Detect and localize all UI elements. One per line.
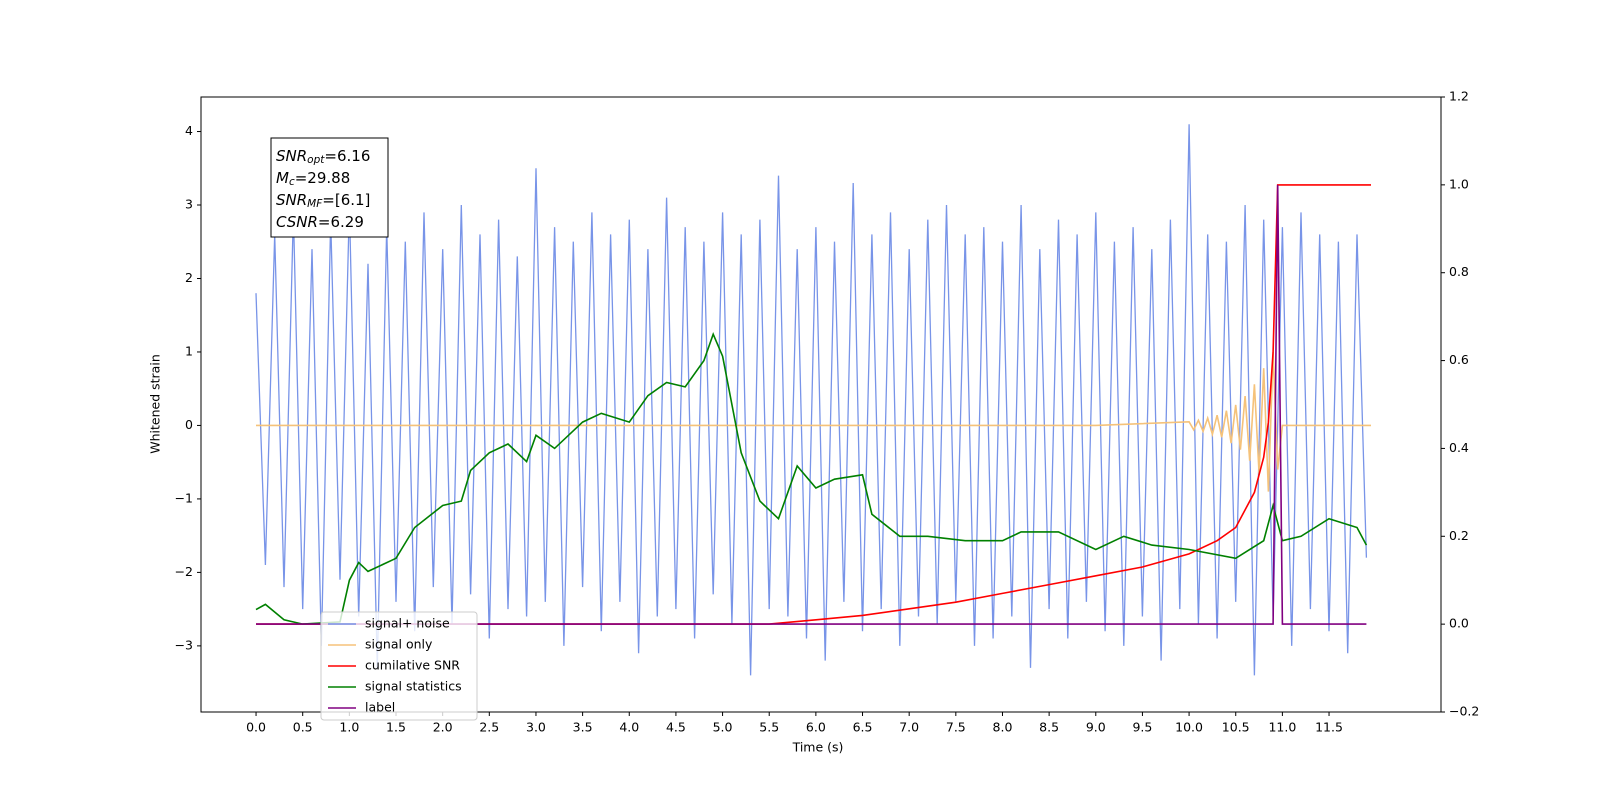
annotation-main: M — [276, 169, 289, 187]
y-tick-label: 0 — [185, 417, 193, 432]
x-tick-label: 0.5 — [293, 720, 313, 735]
series-line — [256, 184, 1371, 625]
annotation-sub: opt — [307, 154, 325, 166]
x-tick-label: 11.5 — [1315, 720, 1343, 735]
legend-label: cumilative SNR — [365, 658, 460, 673]
x-tick-label: 10.0 — [1175, 720, 1203, 735]
x-tick-label: 6.5 — [853, 720, 873, 735]
y2-tick-label: 0.0 — [1449, 616, 1469, 631]
legend-label: label — [365, 700, 395, 715]
y-tick-label: −2 — [175, 564, 193, 579]
x-tick-label: 2.0 — [433, 720, 453, 735]
y2-tick-label: 1.2 — [1449, 89, 1469, 104]
y-axis-label: Whitened strain — [148, 354, 163, 453]
x-tick-label: 6.0 — [806, 720, 826, 735]
annotation-sub: MF — [307, 198, 323, 210]
x-tick-label: 0.0 — [246, 720, 266, 735]
x-tick-label: 11.0 — [1268, 720, 1296, 735]
y-tick-label: 3 — [185, 197, 193, 212]
y2-tick-label: 0.2 — [1449, 528, 1469, 543]
annotation-box — [270, 137, 389, 238]
annotation-main: CSNR — [276, 213, 318, 231]
x-tick-label: 5.0 — [713, 720, 733, 735]
x-tick-label: 4.5 — [666, 720, 686, 735]
annotation-line: Mc=29.88 — [276, 169, 350, 189]
x-tick-label: 1.0 — [339, 720, 359, 735]
legend-box — [320, 611, 478, 721]
y2-tick-label: −0.2 — [1449, 704, 1479, 719]
x-tick-label: 7.0 — [899, 720, 919, 735]
x-tick-label: 8.5 — [1039, 720, 1059, 735]
x-tick-label: 3.5 — [573, 720, 593, 735]
y-tick-label: 4 — [185, 123, 193, 138]
series-line — [255, 331, 1368, 625]
series-line — [256, 351, 1371, 492]
x-tick-label: 8.0 — [993, 720, 1013, 735]
legend-label: signal+ noise — [365, 616, 450, 631]
y-tick-label: 2 — [185, 270, 193, 285]
x-tick-label: 7.5 — [946, 720, 966, 735]
x-tick-label: 5.5 — [759, 720, 779, 735]
x-tick-label: 9.5 — [1132, 720, 1152, 735]
x-tick-label: 1.5 — [386, 720, 406, 735]
series-line — [255, 124, 1368, 676]
y-tick-label: −3 — [175, 637, 193, 652]
x-tick-label: 3.0 — [526, 720, 546, 735]
y2-tick-label: 0.4 — [1449, 440, 1469, 455]
legend-label: signal only — [365, 637, 433, 652]
annotation-rest: =29.88 — [295, 169, 351, 187]
y2-tick-label: 0.6 — [1449, 352, 1469, 367]
annotation-line: SNRopt=6.16 — [276, 147, 370, 167]
x-tick-label: 4.0 — [619, 720, 639, 735]
annotation-line: CSNR=6.29 — [276, 213, 364, 231]
annotation-main: SNR — [276, 147, 307, 165]
annotation-line: SNRMF=[6.1] — [276, 191, 370, 211]
annotation-rest: =6.16 — [324, 147, 370, 165]
legend-label: signal statistics — [365, 679, 462, 694]
y-tick-label: −1 — [175, 490, 193, 505]
x-tick-label: 9.0 — [1086, 720, 1106, 735]
x-tick-label: 2.5 — [479, 720, 499, 735]
legend: signal+ noise signal only cumilative SNR si… — [320, 611, 478, 721]
series-line — [256, 184, 1367, 625]
y2-tick-label: 0.8 — [1449, 264, 1469, 279]
x-axis-label: Time (s) — [792, 740, 844, 755]
x-tick-label: 10.5 — [1222, 720, 1250, 735]
annotation-main: SNR — [276, 191, 307, 209]
y-tick-label: 1 — [185, 343, 193, 358]
annotation-rest: =6.29 — [318, 213, 364, 231]
y2-tick-label: 1.0 — [1449, 176, 1469, 191]
plot-frame — [200, 96, 1442, 713]
annotation-sub: c — [289, 176, 295, 188]
annotation-rest: =[6.1] — [322, 191, 370, 209]
